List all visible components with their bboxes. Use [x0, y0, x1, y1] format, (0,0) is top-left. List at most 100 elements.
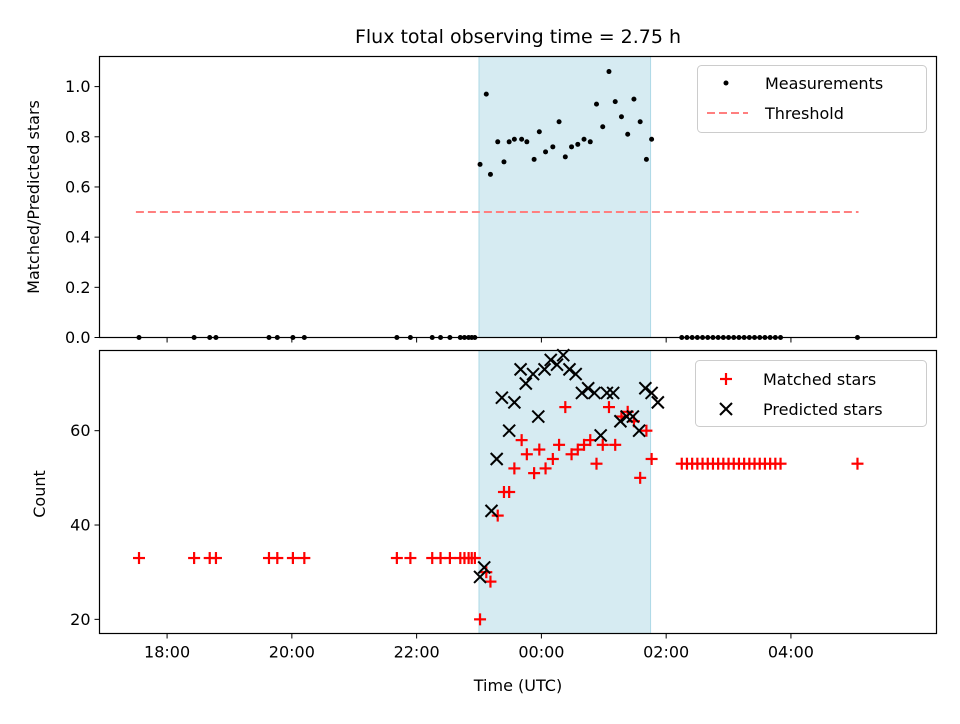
matched-star-point [565, 448, 578, 461]
bottom-panel: 20 40 60 18:00 20:00 22:00 00:00 02:00 04:00 Co… [30, 348, 938, 695]
predicted-x-b [651, 395, 665, 410]
measurement-point [562, 154, 568, 160]
legend-matched-label: Matched stars [763, 370, 876, 389]
measurement-point [569, 144, 575, 150]
top-highlight-band [478, 56, 652, 338]
matched-star-point [578, 438, 591, 451]
measurement-point [606, 69, 612, 75]
bottom-legend: Matched stars Predicted stars [695, 360, 927, 427]
predicted-x-b [531, 409, 545, 424]
matched-star-point [645, 452, 658, 465]
top-legend-box [697, 65, 927, 133]
matched-star-point [503, 486, 516, 498]
matched-star-point [640, 424, 653, 437]
predicted-star-point [502, 423, 516, 438]
bottom-axes-frame [98, 349, 938, 635]
top-legend: Measurements Threshold [697, 65, 927, 133]
predicted-x-b [513, 362, 528, 377]
measurement-point [531, 156, 537, 162]
y-tick-label: 1.0 [65, 77, 90, 96]
matched-star-point [520, 448, 533, 461]
matched-star-point [515, 434, 528, 447]
predicted-star-point [593, 428, 608, 443]
top-y-axis-label: Matched/Predicted stars [24, 100, 43, 294]
predicted-x-b [587, 386, 602, 400]
predicted-x-b [644, 386, 659, 400]
legend-measurements-marker [723, 80, 729, 86]
predicted-x-b [544, 353, 558, 367]
y-tick-label: 40 [70, 516, 90, 535]
chart-title: Flux total observing time = 2.75 h [355, 26, 681, 48]
predicted-star-point [544, 353, 558, 367]
predicted-star-point [581, 381, 595, 395]
x-tick-label: 04:00 [768, 643, 814, 662]
top-x-ticks [166, 337, 792, 343]
predicted-star-point [531, 409, 545, 424]
top-series-layer [135, 69, 860, 340]
measurement-point [495, 139, 501, 145]
predicted-star-point [477, 560, 491, 575]
matched-star-point [609, 438, 622, 451]
x-tick-label: 20:00 [269, 643, 315, 662]
predicted-star-point [537, 362, 552, 377]
matched-star-point [533, 443, 546, 456]
x-tick-label: 00:00 [518, 643, 564, 662]
matched-star-point [774, 457, 787, 470]
legend-matched-marker [720, 373, 732, 385]
predicted-star-point [489, 452, 504, 466]
measurement-point [581, 136, 587, 142]
matched-star-point [271, 552, 284, 565]
matched-star-point [602, 401, 615, 414]
measurement-point [612, 99, 618, 105]
matched-star-point [539, 462, 552, 475]
x-axis-label: Time (UTC) [473, 676, 562, 695]
matched-star-point [571, 443, 584, 456]
predicted-star-point [587, 386, 602, 400]
top-axes-frame [98, 55, 938, 339]
predicted-star-point [519, 376, 533, 391]
measurement-point [524, 139, 530, 145]
measurement-point [600, 124, 606, 130]
predicted-x-b [638, 381, 653, 395]
matched-star-point [443, 552, 456, 565]
matched-star-point [851, 457, 864, 470]
bottom-y-ticks: 20 40 60 [70, 421, 100, 629]
measurement-point [483, 91, 489, 97]
measurement-point [625, 131, 631, 137]
predicted-x-b [495, 390, 509, 405]
predicted-x-b [619, 409, 634, 424]
predicted-star-point [484, 504, 499, 518]
predicted-x-b [537, 362, 552, 377]
measurement-point [543, 149, 549, 155]
matched-star-point [559, 401, 572, 414]
matched-star-point [634, 471, 647, 484]
predicted-x-b [502, 423, 516, 438]
y-tick-label: 0.6 [65, 177, 90, 196]
matched-star-point [474, 613, 487, 626]
matched-star-point [390, 552, 403, 565]
predicted-x-b [575, 386, 589, 400]
matched-star-point [546, 452, 559, 465]
measurement-point [487, 171, 493, 177]
measurement-point [506, 139, 512, 145]
matched-star-point [553, 438, 566, 451]
y-tick-label: 0.4 [65, 228, 90, 247]
predicted-star-point [550, 357, 564, 372]
matched-star-point [298, 552, 311, 565]
predicted-star-point [513, 362, 528, 377]
measurement-point [501, 159, 507, 165]
x-tick-label: 18:00 [144, 643, 190, 662]
predicted-star-point [600, 386, 614, 400]
predicted-x-b [562, 362, 577, 377]
predicted-x-b [473, 570, 487, 584]
matched-star-point [596, 438, 609, 451]
matched-star-point [491, 509, 504, 522]
measurement-point [477, 161, 483, 167]
matched-star-point [508, 462, 521, 475]
x-tick-label: 02:00 [643, 643, 689, 662]
matched-star-point [404, 552, 417, 565]
y-tick-label: 0.0 [65, 328, 90, 347]
predicted-star-point [626, 409, 640, 424]
predicted-x-b [581, 381, 595, 395]
